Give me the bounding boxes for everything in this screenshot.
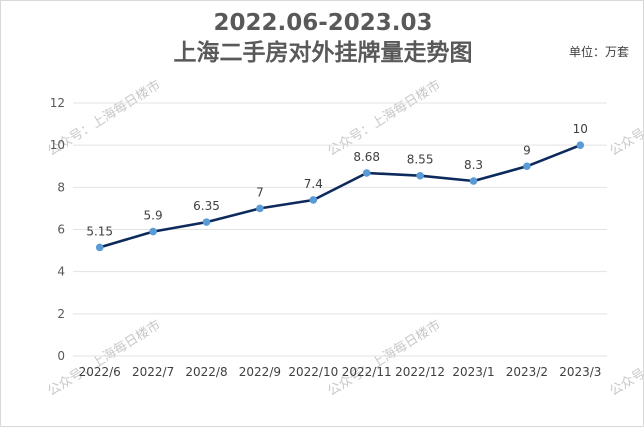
data-point: [256, 204, 264, 213]
data-point: [469, 177, 478, 185]
data-label: 5.15: [86, 224, 113, 238]
data-label: 6.35: [193, 199, 220, 213]
x-tick-label: 2022/9: [239, 365, 281, 379]
x-tick-label: 2022/12: [395, 365, 445, 379]
y-tick-label: 8: [57, 180, 65, 194]
x-tick-label: 2022/7: [132, 365, 174, 379]
x-tick-label: 2022/8: [185, 365, 227, 379]
y-tick-label: 0: [57, 349, 65, 363]
data-label: 5.9: [144, 209, 163, 223]
y-tick-label: 10: [50, 138, 65, 152]
chart-title-line-1: 2022.06-2023.03: [213, 10, 433, 36]
data-point: [576, 141, 585, 149]
data-point: [416, 171, 424, 180]
watermark-text: 公众号：上海每日楼市: [607, 77, 643, 159]
data-point: [523, 162, 531, 171]
chart-title-line-2: 上海二手房对外挂牌量走势图: [173, 40, 473, 66]
data-label: 8.55: [407, 153, 434, 167]
data-label: 7: [256, 185, 264, 199]
data-label: 7.4: [304, 177, 323, 191]
data-point: [309, 196, 318, 204]
unit-label: 单位：万套: [568, 45, 629, 59]
x-tick-label: 2022/10: [288, 365, 338, 379]
x-tick-label: 2022/11: [342, 365, 392, 379]
data-point: [362, 169, 371, 177]
data-label: 10: [573, 122, 588, 136]
data-label: 8.68: [353, 150, 380, 164]
watermark-text: 公众号：上海每日楼市: [607, 317, 643, 399]
data-label: 9: [523, 143, 531, 157]
y-tick-label: 6: [57, 223, 65, 237]
data-label: 8.3: [464, 158, 483, 172]
y-tick-label: 2: [57, 307, 65, 321]
data-point: [149, 227, 157, 236]
data-point: [95, 243, 104, 252]
y-tick-label: 4: [57, 265, 65, 279]
watermark-text: 公众号：上海每日楼市: [325, 317, 444, 399]
data-point: [202, 218, 211, 226]
watermark-text: 公众号：上海每日楼市: [325, 77, 444, 159]
series-line: [99, 143, 581, 249]
x-tick-label: 2023/2: [506, 365, 548, 379]
x-tick-label: 2022/6: [79, 365, 121, 379]
x-tick-label: 2023/1: [452, 365, 494, 379]
x-tick-label: 2023/3: [559, 365, 601, 379]
y-tick-label: 12: [50, 96, 65, 110]
